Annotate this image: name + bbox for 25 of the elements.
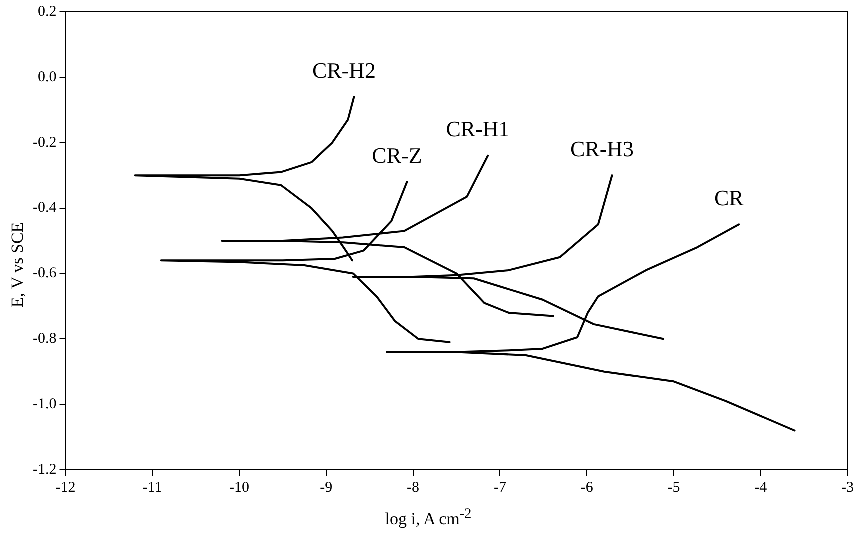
y-tick-label: -0.8: [32, 331, 57, 348]
x-tick-label: -7: [494, 480, 507, 496]
y-tick-label: 0.0: [38, 69, 57, 86]
series-label: CR-H3: [570, 136, 634, 162]
x-tick-label: -4: [754, 480, 768, 496]
series-label: CR-H2: [312, 58, 376, 83]
y-axis-title: E, V vs SCE: [8, 221, 28, 310]
y-tick-label: -1.2: [32, 462, 57, 478]
y-tick-label: -0.6: [32, 266, 58, 282]
x-tick-label: -12: [56, 480, 76, 496]
y-tick-label: -1.0: [32, 396, 57, 413]
y-tick-label: -0.4: [32, 200, 58, 216]
y-tick-label: -0.2: [32, 134, 57, 151]
x-tick-label: -10: [230, 480, 250, 496]
x-tick-label: -3: [842, 480, 854, 496]
x-tick-label: -8: [407, 480, 420, 496]
x-tick-label: -9: [320, 480, 333, 496]
x-tick-label: -5: [668, 480, 680, 496]
x-axis-title: log i, A cm$^{-2}$: [384, 506, 473, 530]
y-tick-label: 0.2: [38, 4, 57, 20]
series-label: CR-H1: [446, 116, 510, 142]
series-label: CR: [714, 185, 744, 210]
series-label: CR-Z: [372, 142, 422, 168]
x-tick-label: -11: [142, 480, 162, 496]
x-tick-label: -6: [580, 480, 594, 496]
